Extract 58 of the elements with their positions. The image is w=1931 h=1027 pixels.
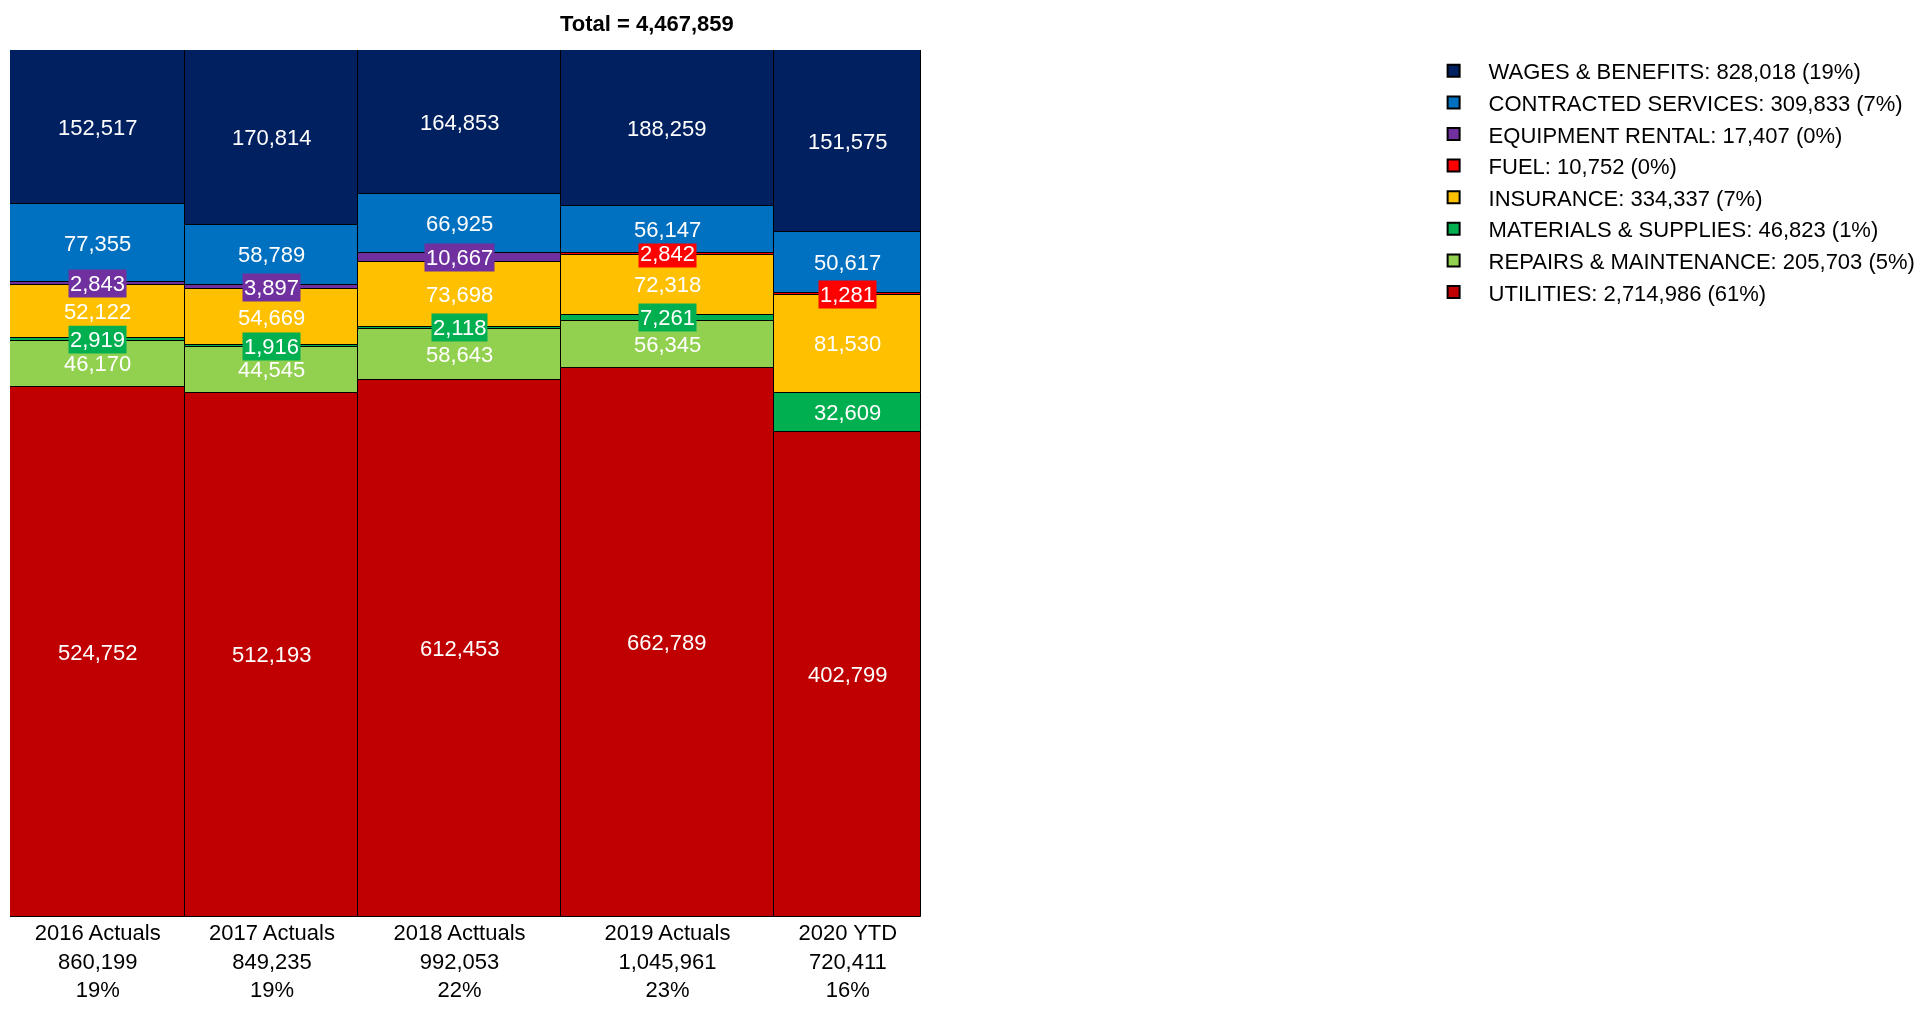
data-label: 612,453 xyxy=(420,636,500,661)
text: 849,235 xyxy=(232,948,312,974)
legend-label: WAGES & BENEFITS: 828,018 (19%) xyxy=(1488,59,1861,85)
data-label: 152,517 xyxy=(58,115,138,140)
legend-label: INSURANCE: 334,337 (7%) xyxy=(1488,185,1763,211)
data-label: 58,789 xyxy=(238,242,306,267)
legend-label: FUEL: 10,752 (0%) xyxy=(1488,154,1677,180)
data-label: 58,643 xyxy=(426,342,494,367)
text: 860,199 xyxy=(57,948,138,974)
data-label: 2,842 xyxy=(640,241,696,266)
data-label: 32,609 xyxy=(814,400,882,425)
text: 22% xyxy=(437,977,482,1003)
data-label: 2,919 xyxy=(70,327,126,352)
text: 23% xyxy=(645,977,690,1003)
legend-label: MATERIALS & SUPPLIES: 46,823 (1%) xyxy=(1488,217,1879,243)
data-label: 66,925 xyxy=(426,211,494,236)
data-label: 3,897 xyxy=(244,275,300,300)
data-label: 46,170 xyxy=(64,351,132,376)
category-label: 2016 Actuals xyxy=(34,920,161,945)
category-label: 2019 Actuals xyxy=(604,920,731,945)
data-label: 2,843 xyxy=(70,271,126,296)
data-label: 662,789 xyxy=(627,630,707,655)
data-label: 10,667 xyxy=(426,245,494,270)
text: 16% xyxy=(825,977,870,1003)
data-label: 44,545 xyxy=(238,357,306,382)
data-label: 56,147 xyxy=(634,217,702,242)
data-label: 56,345 xyxy=(634,332,702,357)
text: 19% xyxy=(249,977,294,1003)
text: 720,411 xyxy=(808,948,887,974)
data-label: 402,799 xyxy=(808,662,888,687)
legend-label: UTILITIES: 2,714,986 (61%) xyxy=(1488,280,1767,306)
data-label: 77,355 xyxy=(64,231,132,256)
text: 992,053 xyxy=(419,948,500,974)
data-label: 524,752 xyxy=(58,640,138,665)
data-label: 50,617 xyxy=(814,250,882,275)
data-label: 151,575 xyxy=(808,129,888,154)
data-label: 54,669 xyxy=(238,305,306,330)
legend-label: REPAIRS & MAINTENANCE: 205,703 (5%) xyxy=(1488,248,1915,274)
data-label: 512,193 xyxy=(232,642,312,667)
text: 1,045,961 xyxy=(618,948,717,974)
data-label: 188,259 xyxy=(627,116,707,141)
data-label: 1,281 xyxy=(820,282,876,307)
data-label: 81,530 xyxy=(814,331,882,356)
category-label: 2018 Acttuals xyxy=(393,920,526,945)
legend-label: CONTRACTED SERVICES: 309,833 (7%) xyxy=(1488,90,1903,116)
data-label: 72,318 xyxy=(634,272,702,297)
category-label: 2017 Actuals xyxy=(208,920,335,945)
data-label: 1,916 xyxy=(244,334,300,359)
data-label: 7,261 xyxy=(640,305,696,330)
data-label: 52,122 xyxy=(64,299,132,324)
legend-label: EQUIPMENT RENTAL: 17,407 (0%) xyxy=(1488,122,1843,148)
data-label: 170,814 xyxy=(232,125,312,150)
category-label: 2020 YTD xyxy=(798,920,898,945)
text: Total = 4,467,859 xyxy=(559,10,734,36)
data-label: 73,698 xyxy=(426,282,494,307)
data-label: 2,118 xyxy=(433,315,487,340)
data-label: 164,853 xyxy=(420,110,500,135)
text: 19% xyxy=(75,977,120,1003)
